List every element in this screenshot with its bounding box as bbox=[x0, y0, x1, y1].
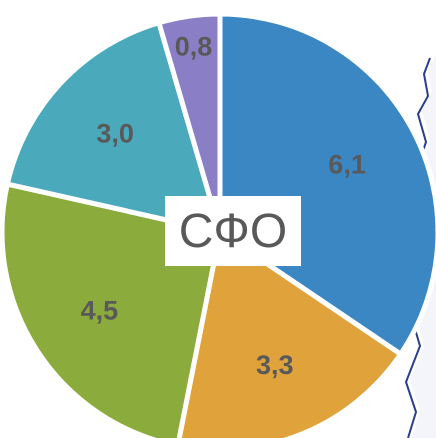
pie-slice-0,8 bbox=[156, 11, 223, 235]
center-label-box: СФО bbox=[165, 196, 301, 266]
data-label-0,8: 0,8 bbox=[175, 31, 213, 61]
center-label: СФО bbox=[178, 204, 288, 258]
data-label-4,5: 4,5 bbox=[81, 295, 119, 325]
pie-slice-3,3 bbox=[176, 229, 404, 438]
data-label-3,0: 3,0 bbox=[96, 118, 134, 148]
pie-slice-3,0 bbox=[4, 20, 223, 235]
data-label-6,1: 6,1 bbox=[328, 150, 366, 180]
data-label-3,3: 3,3 bbox=[256, 350, 294, 380]
pie-slice-6,1 bbox=[217, 11, 436, 357]
